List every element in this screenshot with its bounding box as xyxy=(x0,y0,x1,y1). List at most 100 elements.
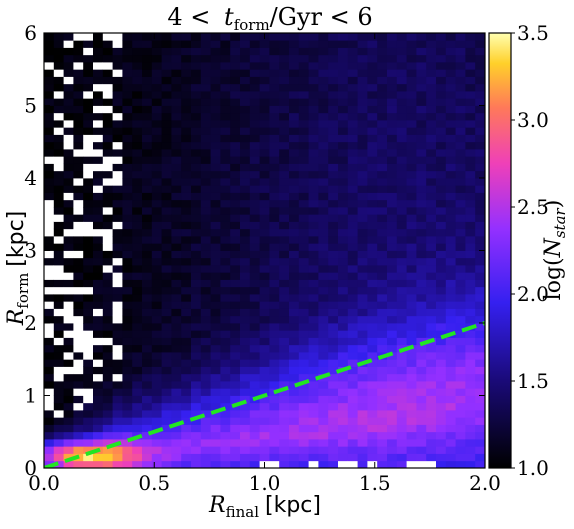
heatmap-cell xyxy=(455,98,466,106)
heatmap-cell xyxy=(338,330,349,338)
heatmap-cell xyxy=(63,156,74,164)
heatmap-cell xyxy=(210,40,221,48)
heatmap-cell xyxy=(230,170,241,179)
heatmap-cell xyxy=(406,62,417,70)
heatmap-cell xyxy=(328,250,339,259)
heatmap-cell xyxy=(122,294,133,302)
heatmap-cell xyxy=(102,69,113,77)
heatmap-cell xyxy=(279,330,290,338)
heatmap-cell xyxy=(475,178,485,186)
heatmap-cell xyxy=(347,453,358,462)
heatmap-cell xyxy=(249,424,260,433)
heatmap-cell xyxy=(53,112,64,121)
heatmap-cell xyxy=(416,315,427,324)
heatmap-cell xyxy=(269,236,280,244)
heatmap-cell xyxy=(122,207,133,215)
heatmap-cell xyxy=(436,170,447,179)
heatmap-cell xyxy=(259,352,270,360)
heatmap-cell xyxy=(357,127,368,135)
heatmap-cell xyxy=(200,381,211,389)
heatmap-cell xyxy=(181,47,192,56)
heatmap-cell xyxy=(132,381,143,389)
heatmap-cell xyxy=(142,141,153,150)
heatmap-cell xyxy=(220,47,231,56)
heatmap-cell xyxy=(338,221,349,230)
heatmap-cell xyxy=(200,323,211,331)
x-label-symbol: R xyxy=(208,493,226,518)
heatmap-cell xyxy=(436,62,447,70)
heatmap-cell xyxy=(161,207,172,215)
heatmap-cell xyxy=(328,199,339,208)
heatmap-cell xyxy=(289,330,300,338)
heatmap-cell xyxy=(259,40,270,48)
heatmap-cell xyxy=(220,359,231,367)
heatmap-cell xyxy=(181,446,192,454)
heatmap-cell xyxy=(63,149,74,157)
heatmap-cell xyxy=(171,178,182,186)
heatmap-cell xyxy=(132,417,143,425)
heatmap-cell xyxy=(73,315,84,324)
heatmap-cell xyxy=(289,163,300,172)
heatmap-cell xyxy=(122,431,133,440)
heatmap-cell xyxy=(151,460,162,468)
heatmap-cell xyxy=(465,381,476,389)
heatmap-cell xyxy=(465,156,476,164)
heatmap-cell xyxy=(406,47,417,56)
heatmap-cell xyxy=(347,388,358,396)
heatmap-cell xyxy=(200,98,211,106)
heatmap-cell xyxy=(445,337,456,346)
heatmap-cell xyxy=(298,62,309,70)
heatmap-cell xyxy=(357,207,368,215)
heatmap-cell xyxy=(63,185,74,193)
heatmap-cell xyxy=(377,272,388,280)
heatmap-cell xyxy=(455,243,466,251)
heatmap-cell xyxy=(191,243,202,251)
heatmap-cell xyxy=(171,250,182,259)
heatmap-cell xyxy=(53,40,64,48)
heatmap-cell xyxy=(426,178,437,186)
heatmap-cell xyxy=(171,76,182,85)
heatmap-cell xyxy=(426,141,437,150)
heatmap-cell xyxy=(475,265,485,273)
heatmap-cell xyxy=(377,395,388,404)
heatmap-cell xyxy=(298,359,309,367)
heatmap-cell xyxy=(279,286,290,295)
heatmap-cell xyxy=(308,105,319,114)
heatmap-cell xyxy=(455,62,466,70)
heatmap-cell xyxy=(426,257,437,266)
heatmap-cell xyxy=(73,236,84,244)
heatmap-cell xyxy=(289,381,300,389)
heatmap-cell xyxy=(240,54,251,63)
heatmap-cell xyxy=(161,352,172,360)
heatmap-cell xyxy=(455,192,466,201)
heatmap-cell xyxy=(259,221,270,230)
heatmap-cell xyxy=(102,76,113,85)
heatmap-cell xyxy=(328,91,339,99)
heatmap-cell xyxy=(63,272,74,280)
heatmap-cell xyxy=(220,98,231,106)
heatmap-cell xyxy=(259,127,270,135)
heatmap-cell xyxy=(308,323,319,331)
heatmap-cell xyxy=(308,286,319,295)
heatmap-cell xyxy=(377,127,388,135)
heatmap-cell xyxy=(132,286,143,295)
heatmap-cell xyxy=(298,127,309,135)
heatmap-cell xyxy=(406,460,417,468)
heatmap-cell xyxy=(249,410,260,418)
heatmap-cell xyxy=(240,286,251,295)
heatmap-cell xyxy=(220,120,231,128)
heatmap-cell xyxy=(142,359,153,367)
heatmap-cell xyxy=(73,352,84,360)
heatmap-cell xyxy=(298,149,309,157)
heatmap-cell xyxy=(377,141,388,150)
heatmap-cell xyxy=(416,323,427,331)
heatmap-cell xyxy=(426,301,437,309)
heatmap-cell xyxy=(406,178,417,186)
heatmap-cell xyxy=(289,105,300,114)
heatmap-cell xyxy=(338,243,349,251)
heatmap-cell xyxy=(230,98,241,106)
heatmap-cell xyxy=(122,381,133,389)
heatmap-cell xyxy=(308,308,319,317)
heatmap-cell xyxy=(102,54,113,63)
